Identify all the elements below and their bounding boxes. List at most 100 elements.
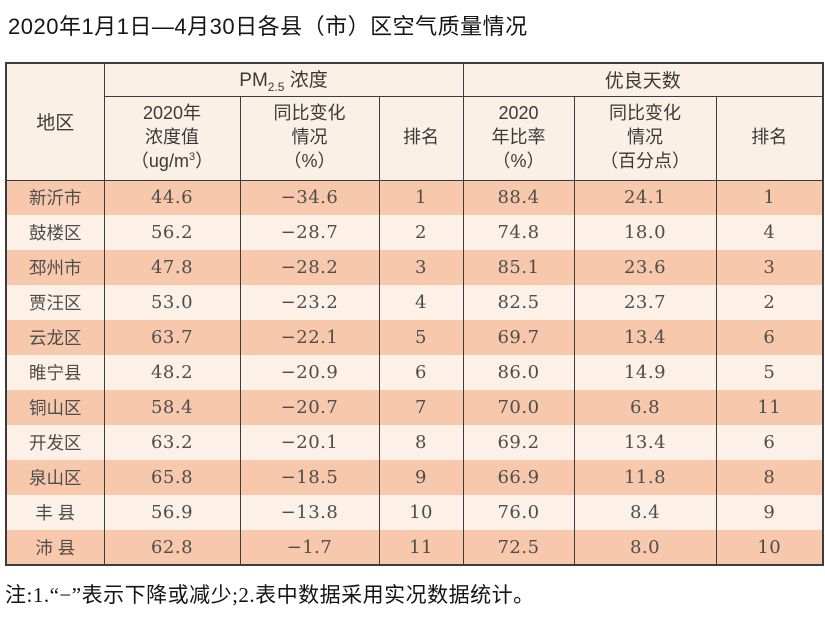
header-line: 情况	[291, 127, 328, 148]
pm-change-cell: −20.9	[239, 355, 380, 390]
table-row: 邳州市 47.8 −28.2 3 85.1 23.6 3	[5, 250, 824, 285]
table-body: 新沂市 44.6 −34.6 1 88.4 24.1 1 鼓楼区 56.2 −28.7 2 74.8 1…	[5, 180, 824, 565]
pm-change-cell: −20.7	[239, 390, 380, 425]
good-ratio-cell: 72.5	[462, 530, 575, 565]
pm-value-cell: 53.0	[103, 285, 241, 320]
header-line: 同比变化	[273, 103, 346, 124]
region-cell: 云龙区	[5, 320, 105, 355]
pm-rank-cell: 11	[378, 530, 464, 565]
pm-rank-cell: 3	[378, 250, 464, 285]
good-change-cell: 23.6	[573, 250, 717, 285]
table-row: 云龙区 63.7 −22.1 5 69.7 13.4 6	[5, 320, 824, 355]
pm-value-cell: 47.8	[103, 250, 241, 285]
good-change-cell: 24.1	[573, 180, 717, 215]
table-header-sub-row: 2020年 浓度值 （ug/m3） 同比变化 情况 （%） 排名 2020 年比…	[6, 95, 824, 181]
col-header-good-ratio: 2020 年比率 （%）	[462, 95, 575, 181]
good-change-cell: 18.0	[573, 215, 717, 250]
page-title: 2020年1月1日—4月30日各县（市）区空气质量情况	[8, 14, 528, 39]
air-quality-table: 地区 PM2.5 浓度 优良天数 2020年 浓度值 （ug/m3） 同比变化 …	[5, 62, 825, 566]
header-line: 2020	[498, 103, 539, 124]
good-rank-cell: 2	[715, 285, 824, 320]
good-change-cell: 8.0	[573, 530, 717, 565]
table-row: 贾汪区 53.0 −23.2 4 82.5 23.7 2	[5, 285, 824, 320]
good-rank-cell: 9	[715, 495, 824, 530]
table-header-group-row: 地区 PM2.5 浓度 优良天数	[5, 62, 824, 181]
pm-change-cell: −22.1	[239, 320, 380, 355]
good-ratio-cell: 69.7	[462, 320, 575, 355]
header-line-unit: （ug/m3）	[130, 150, 214, 171]
region-cell: 新沂市	[5, 180, 105, 215]
pm-value-cell: 44.6	[103, 180, 241, 215]
header-line: （%）	[492, 150, 545, 171]
good-change-cell: 11.8	[573, 460, 717, 495]
good-change-cell: 23.7	[573, 285, 717, 320]
pm-rank-cell: 8	[378, 425, 464, 460]
good-change-cell: 6.8	[573, 390, 717, 425]
table-row: 睢宁县 48.2 −20.9 6 86.0 14.9 5	[5, 355, 824, 390]
pm25-subscript: 2.5	[267, 80, 285, 95]
col-header-pm-change: 同比变化 情况 （%）	[239, 95, 380, 181]
region-cell: 沛 县	[5, 530, 105, 565]
good-ratio-cell: 85.1	[462, 250, 575, 285]
pm-change-cell: −28.2	[239, 250, 380, 285]
good-ratio-cell: 74.8	[462, 215, 575, 250]
table-header: 地区 PM2.5 浓度 优良天数 2020年 浓度值 （ug/m3） 同比变化 …	[5, 62, 824, 181]
header-line: 年比率	[491, 127, 546, 148]
pm-change-cell: −20.1	[239, 425, 380, 460]
pm-value-cell: 56.2	[103, 215, 241, 250]
good-rank-cell: 8	[715, 460, 824, 495]
region-cell: 鼓楼区	[5, 215, 105, 250]
header-line: （百分点）	[600, 150, 691, 171]
region-cell: 铜山区	[5, 390, 105, 425]
good-rank-cell: 3	[715, 250, 824, 285]
pm-value-cell: 63.2	[103, 425, 241, 460]
region-cell: 睢宁县	[5, 355, 105, 390]
good-change-cell: 13.4	[573, 425, 717, 460]
pm25-prefix: PM	[239, 70, 268, 92]
good-change-cell: 14.9	[573, 355, 717, 390]
pm-change-cell: −34.6	[239, 180, 380, 215]
good-rank-cell: 11	[715, 390, 824, 425]
pm25-group-label: PM2.5 浓度	[239, 70, 328, 95]
good-ratio-cell: 88.4	[462, 180, 575, 215]
pm25-suffix: 浓度	[284, 70, 328, 92]
pm-change-cell: −18.5	[239, 460, 380, 495]
pm-value-cell: 58.4	[103, 390, 241, 425]
good-rank-cell: 10	[715, 530, 824, 565]
good-ratio-cell: 82.5	[462, 285, 575, 320]
region-cell: 贾汪区	[5, 285, 105, 320]
header-line: （%）	[283, 150, 336, 171]
region-cell: 邳州市	[5, 250, 105, 285]
header-line: 浓度值	[145, 127, 199, 148]
pm-value-cell: 48.2	[103, 355, 241, 390]
good-rank-cell: 4	[715, 215, 824, 250]
pm-rank-cell: 5	[378, 320, 464, 355]
header-line: 情况	[627, 127, 664, 148]
pm-rank-cell: 10	[378, 495, 464, 530]
region-cell: 丰 县	[5, 495, 105, 530]
col-header-good-change: 同比变化 情况 （百分点）	[573, 95, 717, 181]
good-ratio-cell: 66.9	[462, 460, 575, 495]
good-rank-cell: 6	[715, 320, 824, 355]
good-change-cell: 8.4	[573, 495, 717, 530]
cubic-superscript: 3	[188, 150, 196, 163]
pm-value-cell: 65.8	[103, 460, 241, 495]
good-rank-cell: 6	[715, 425, 824, 460]
pm-value-cell: 62.8	[103, 530, 241, 565]
good-rank-cell: 5	[715, 355, 824, 390]
good-rank-cell: 1	[715, 180, 824, 215]
table-row: 鼓楼区 56.2 −28.7 2 74.8 18.0 4	[5, 215, 824, 250]
pm-change-cell: −1.7	[239, 530, 380, 565]
col-header-pm-rank: 排名	[378, 95, 464, 181]
header-line: 同比变化	[609, 103, 682, 124]
good-ratio-cell: 76.0	[462, 495, 575, 530]
region-cell: 开发区	[5, 425, 105, 460]
table-row: 丰 县 56.9 −13.8 10 76.0 8.4 9	[5, 495, 824, 530]
table-row: 沛 县 62.8 −1.7 11 72.5 8.0 10	[5, 530, 824, 565]
pm-rank-cell: 2	[378, 215, 464, 250]
pm-rank-cell: 9	[378, 460, 464, 495]
footnote: 注:1.“−”表示下降或减少;2.表中数据采用实况数据统计。	[5, 583, 535, 607]
pm-rank-cell: 4	[378, 285, 464, 320]
table-row: 开发区 63.2 −20.1 8 69.2 13.4 6	[5, 425, 824, 460]
pm-change-cell: −23.2	[239, 285, 380, 320]
